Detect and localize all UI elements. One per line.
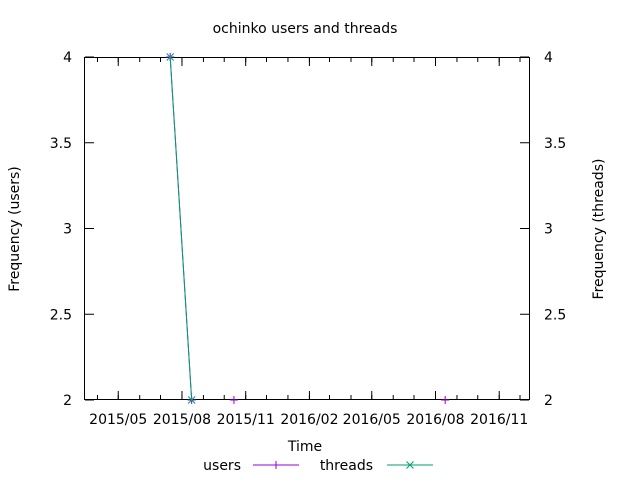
y2-tick-label: 2 (544, 393, 553, 409)
y-axis-right: 2 2.5 3 3.5 4 (520, 50, 566, 409)
legend-label: users (203, 458, 241, 474)
series-layer (166, 53, 450, 404)
series-users (166, 53, 450, 404)
data-point (187, 396, 196, 404)
legend-item-users: users (203, 458, 299, 474)
x-tick-label: 2015/05 (89, 412, 147, 428)
x-tick-label: 2016/08 (406, 412, 464, 428)
chart-title: ochinko users and threads (213, 21, 398, 37)
legend-marker (272, 461, 280, 469)
y-tick-label: 3 (63, 222, 72, 238)
x-axis: 2015/05 2015/08 2015/11 2016/02 2016/05 2016/… (89, 57, 528, 428)
legend-marker (406, 461, 414, 469)
y-axis-title: Frequency (users) (7, 166, 23, 292)
y2-tick-label: 3 (544, 222, 553, 238)
legend-label: threads (320, 458, 373, 474)
x-tick-label: 2016/11 (470, 412, 528, 428)
x-axis-title: Time (287, 439, 322, 455)
y2-tick-label: 4 (544, 50, 553, 66)
x-tick-label: 2016/02 (280, 412, 338, 428)
y-tick-label: 4 (63, 50, 72, 66)
y2-tick-label: 2.5 (544, 307, 566, 323)
y-tick-label: 2.5 (50, 307, 72, 323)
plot-frame (84, 57, 530, 400)
data-point (441, 396, 450, 404)
y2-tick-label: 3.5 (544, 136, 566, 152)
y-tick-label: 3.5 (50, 136, 72, 152)
data-point (229, 396, 238, 404)
y-tick-label: 2 (63, 393, 72, 409)
series-threads (166, 53, 196, 404)
x-tick-label: 2016/05 (343, 412, 401, 428)
legend-item-threads: threads (320, 458, 433, 474)
y-axis-left: 2 2.5 3 3.5 4 (50, 50, 94, 409)
data-point (166, 53, 175, 61)
x-tick-label: 2015/08 (153, 412, 211, 428)
series-line (169, 56, 193, 401)
legend: users threads (203, 458, 433, 474)
y2-axis-title: Frequency (threads) (591, 159, 607, 300)
x-tick-label: 2015/11 (217, 412, 275, 428)
